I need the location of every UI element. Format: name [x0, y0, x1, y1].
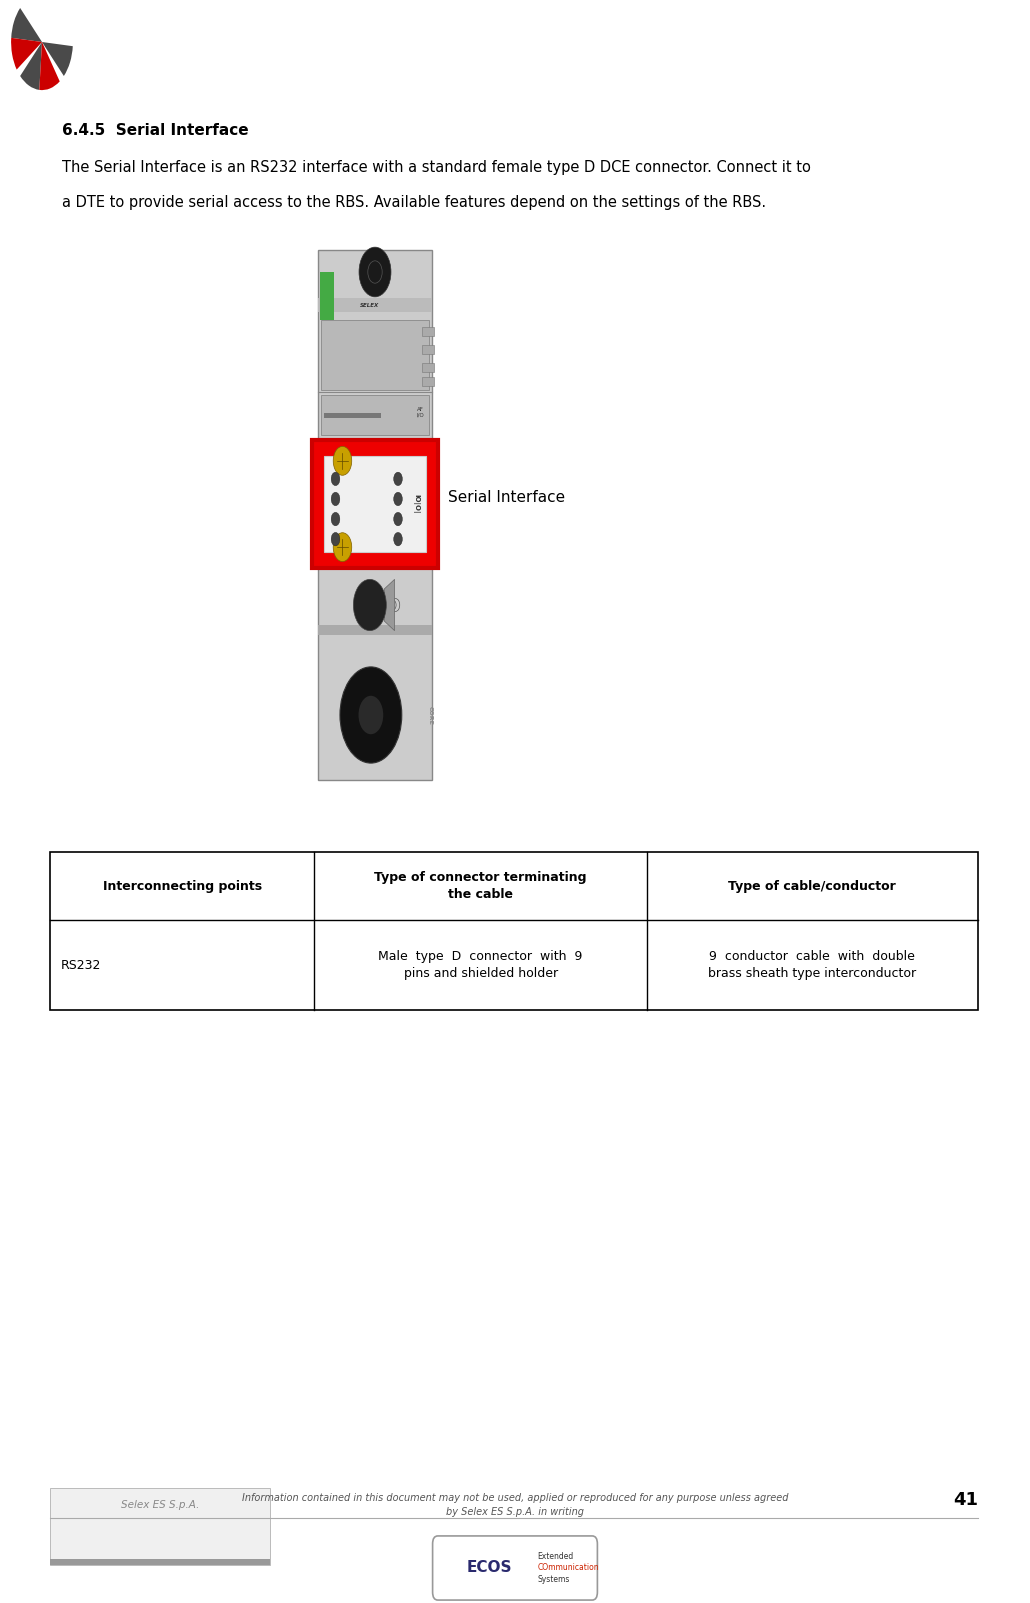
- Text: Type of connector terminating
the cable: Type of connector terminating the cable: [374, 870, 587, 901]
- Polygon shape: [384, 579, 394, 630]
- Text: COmmunication: COmmunication: [538, 1563, 599, 1573]
- Text: Information contained in this document may not be used, applied or reproduced fo: Information contained in this document m…: [242, 1494, 788, 1516]
- Circle shape: [393, 513, 403, 526]
- Text: SELEX: SELEX: [360, 303, 379, 308]
- Circle shape: [359, 247, 391, 297]
- Text: 41: 41: [953, 1491, 978, 1508]
- Text: Male  type  D  connector  with  9
pins and shielded holder: Male type D connector with 9 pins and sh…: [378, 951, 583, 979]
- Text: a DTE to provide serial access to the RBS. Available features depend on the sett: a DTE to provide serial access to the RB…: [62, 196, 766, 210]
- Circle shape: [393, 492, 403, 505]
- Wedge shape: [42, 42, 73, 75]
- Bar: [318, 298, 432, 313]
- Bar: [320, 273, 334, 321]
- Text: CORE: CORE: [427, 705, 433, 725]
- Bar: [50, 853, 978, 1010]
- Circle shape: [332, 513, 340, 526]
- Text: The Serial Interface is an RS232 interface with a standard female type D DCE con: The Serial Interface is an RS232 interfa…: [62, 160, 811, 175]
- Bar: [50, 1558, 270, 1565]
- Circle shape: [358, 696, 383, 734]
- Bar: [318, 250, 432, 781]
- Wedge shape: [11, 38, 42, 69]
- Circle shape: [393, 532, 403, 547]
- Wedge shape: [11, 8, 42, 42]
- Bar: [324, 455, 425, 551]
- Circle shape: [353, 579, 386, 630]
- Text: AF
I/O: AF I/O: [416, 407, 423, 417]
- FancyBboxPatch shape: [433, 1536, 597, 1600]
- Bar: [421, 362, 434, 372]
- Text: Interconnecting points: Interconnecting points: [103, 880, 262, 893]
- Circle shape: [334, 532, 352, 561]
- Bar: [50, 1488, 270, 1565]
- Circle shape: [393, 473, 403, 486]
- Text: RS232: RS232: [61, 959, 101, 971]
- Text: Systems: Systems: [538, 1574, 570, 1584]
- Text: Selex ES S.p.A.: Selex ES S.p.A.: [121, 1500, 199, 1510]
- Text: IO|O|: IO|O|: [412, 494, 419, 513]
- Circle shape: [332, 492, 340, 505]
- Wedge shape: [21, 42, 42, 90]
- Text: Serial Interface: Serial Interface: [448, 489, 565, 505]
- Bar: [421, 327, 434, 337]
- Text: Type of cable/conductor: Type of cable/conductor: [728, 880, 896, 893]
- Bar: [318, 625, 432, 635]
- Bar: [312, 439, 438, 567]
- Bar: [321, 394, 428, 434]
- Wedge shape: [39, 42, 60, 90]
- Circle shape: [340, 667, 402, 763]
- Bar: [421, 345, 434, 354]
- Bar: [324, 414, 381, 418]
- Text: 6.4.5  Serial Interface: 6.4.5 Serial Interface: [62, 123, 248, 138]
- Text: ECOS: ECOS: [467, 1560, 512, 1576]
- Bar: [421, 377, 434, 386]
- Circle shape: [332, 473, 340, 486]
- Bar: [321, 321, 428, 390]
- Text: Extended: Extended: [538, 1552, 574, 1561]
- Circle shape: [332, 532, 340, 547]
- Text: 9  conductor  cable  with  double
brass sheath type interconductor: 9 conductor cable with double brass shea…: [709, 951, 917, 979]
- Circle shape: [334, 446, 352, 474]
